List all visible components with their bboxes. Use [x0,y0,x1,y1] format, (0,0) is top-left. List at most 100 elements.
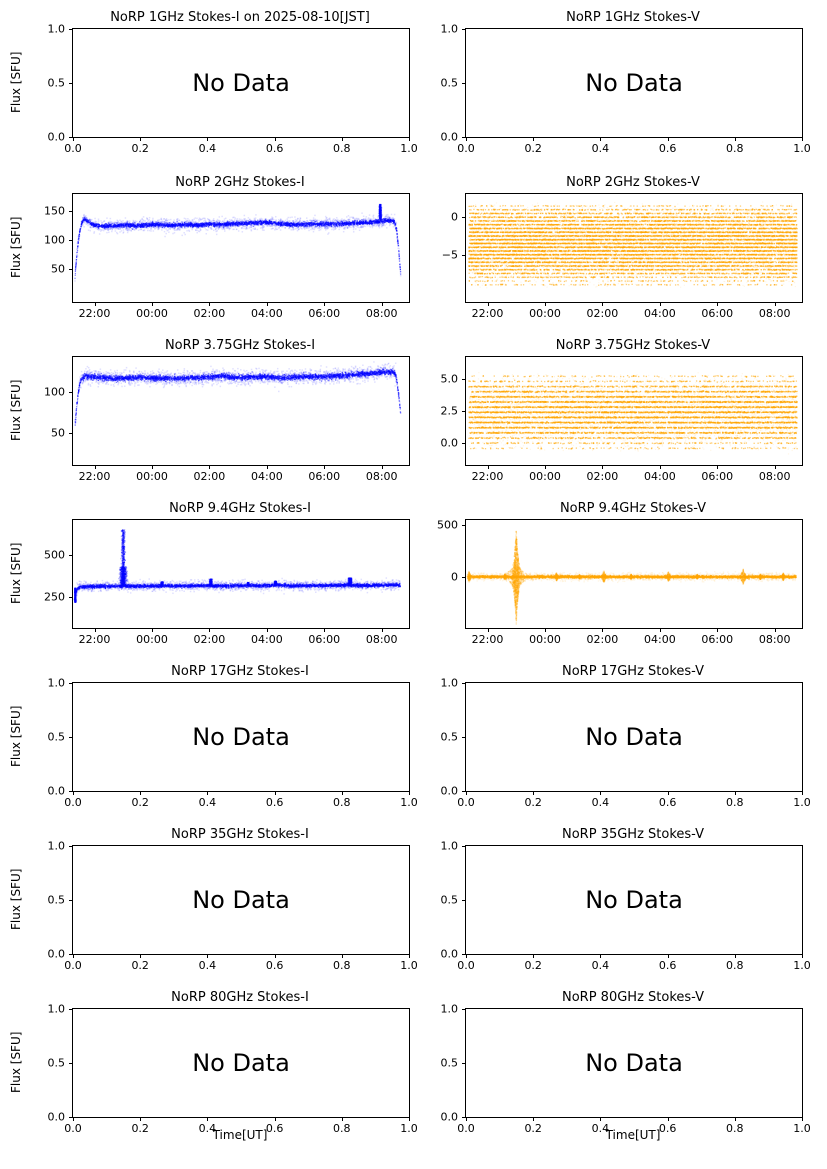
x-tick-label: 04:00 [251,308,283,319]
x-tick-label: 06:00 [308,634,340,645]
x-tick-label: 0.2 [524,960,542,971]
y-tick-label: 1.0 [48,1004,66,1015]
x-tick-label: 0.0 [64,797,82,808]
y-tick-mark [69,29,73,30]
x-tick-mark [775,465,776,469]
x-tick-label: 0.2 [131,143,149,154]
x-tick-mark [802,954,803,958]
y-tick-mark [69,846,73,847]
x-tick-mark [735,1117,736,1121]
x-tick-label: 02:00 [194,308,226,319]
x-tick-mark [209,465,210,469]
x-tick-mark [324,302,325,306]
y-tick-label: 150 [44,206,65,217]
subplot-norp-1ghz-stokes-v: NoRP 1GHz Stokes-V No Data 0.0 0.5 1.0 0.0 0… [413,0,827,165]
y-axis-label: Flux [SFU] [10,682,22,790]
x-tick-label: 08:00 [759,634,791,645]
x-tick-mark [267,302,268,306]
subplot-norp-2ghz-stokes-v: NoRP 2GHz Stokes-V 0 −5 22:00 00:00 02:00 04:… [413,165,827,328]
x-tick-mark [533,954,534,958]
x-tick-label: 04:00 [251,471,283,482]
x-tick-label: 0.0 [457,960,475,971]
x-tick-label: 00:00 [136,471,168,482]
x-tick-label: 06:00 [701,634,733,645]
plot-title: NoRP 2GHz Stokes-I [72,175,408,190]
x-tick-label: 04:00 [644,471,676,482]
x-tick-label: 08:00 [366,471,398,482]
y-tick-label: 0.0 [441,132,459,143]
x-tick-mark [735,137,736,141]
subplot-norp-9.4ghz-stokes-i: NoRP 9.4GHz Stokes-I Flux [SFU] 250 500 22… [0,491,413,654]
y-tick-label: 0.5 [48,732,66,743]
y-tick-label: 1.0 [48,678,66,689]
subplot-norp-2ghz-stokes-i: NoRP 2GHz Stokes-I Flux [SFU] 50 100 150 22… [0,165,413,328]
x-tick-mark [466,791,467,795]
x-tick-mark [533,137,534,141]
y-tick-label: 1.0 [441,678,459,689]
x-tick-label: 0.4 [199,960,217,971]
y-tick-label: 50 [51,264,65,275]
y-tick-label: 0.0 [441,1112,459,1123]
x-tick-mark [466,137,467,141]
x-tick-mark [717,628,718,632]
subplot-norp-35ghz-stokes-i: NoRP 35GHz Stokes-I Flux [SFU] No Data 0… [0,817,413,980]
y-tick-mark [462,846,466,847]
x-tick-mark [275,1117,276,1121]
x-tick-mark [600,791,601,795]
x-tick-mark [802,137,803,141]
x-tick-mark [207,954,208,958]
y-axis-label: Flux [SFU] [10,356,22,464]
y-tick-mark [462,737,466,738]
x-tick-mark [324,465,325,469]
x-tick-label: 0.2 [524,797,542,808]
subplot-norp-17ghz-stokes-v: NoRP 17GHz Stokes-V No Data 0.0 0.5 1.0 0.0… [413,654,827,817]
y-tick-label: 5.0 [441,373,459,384]
y-tick-label: 0.5 [48,1058,66,1069]
y-tick-label: −5 [442,249,458,260]
y-tick-label: 1.0 [441,1004,459,1015]
no-data-label: No Data [466,29,802,137]
x-tick-label: 00:00 [136,634,168,645]
x-tick-mark [95,465,96,469]
x-tick-label: 0.8 [726,960,744,971]
x-tick-label: 04:00 [251,634,283,645]
x-tick-label: 0.4 [592,797,610,808]
plot-area: 0 500 22:00 00:00 02:00 04:00 06:00 08:00 [465,519,803,629]
y-tick-mark [69,1063,73,1064]
x-tick-mark [409,791,410,795]
plot-area: No Data 0.0 0.5 1.0 0.0 0.2 0.4 0.6 0.8 1.0 [465,28,803,138]
x-tick-label: 02:00 [194,634,226,645]
subplot-norp-9.4ghz-stokes-v: NoRP 9.4GHz Stokes-V 0 500 22:00 00:00 02:00… [413,491,827,654]
x-tick-mark [409,137,410,141]
no-data-label: No Data [73,29,409,137]
x-tick-label: 0.8 [726,143,744,154]
plot-canvas [466,194,802,302]
plot-title: NoRP 17GHz Stokes-V [465,664,801,679]
x-tick-mark [466,954,467,958]
x-tick-mark [668,954,669,958]
no-data-label: No Data [466,683,802,791]
x-axis-label: Time[UT] [465,1128,801,1142]
x-tick-mark [775,302,776,306]
x-tick-mark [660,628,661,632]
x-tick-label: 06:00 [308,471,340,482]
x-tick-mark [488,302,489,306]
no-data-label: No Data [466,1009,802,1117]
x-tick-mark [95,302,96,306]
x-tick-mark [207,791,208,795]
x-tick-label: 22:00 [79,308,111,319]
y-tick-label: 0.5 [441,1058,459,1069]
x-tick-mark [488,628,489,632]
x-tick-mark [545,302,546,306]
x-tick-mark [324,628,325,632]
x-axis-label: Time[UT] [72,1128,408,1142]
x-tick-mark [802,1117,803,1121]
y-tick-label: 100 [44,235,65,246]
plot-area: No Data 0.0 0.5 1.0 0.0 0.2 0.4 0.6 0.8 1.0 [72,682,410,792]
x-tick-label: 06:00 [701,308,733,319]
y-tick-label: 250 [44,591,65,602]
x-tick-mark [207,1117,208,1121]
x-tick-mark [600,954,601,958]
y-tick-mark [462,29,466,30]
plot-title: NoRP 80GHz Stokes-I [72,990,408,1005]
